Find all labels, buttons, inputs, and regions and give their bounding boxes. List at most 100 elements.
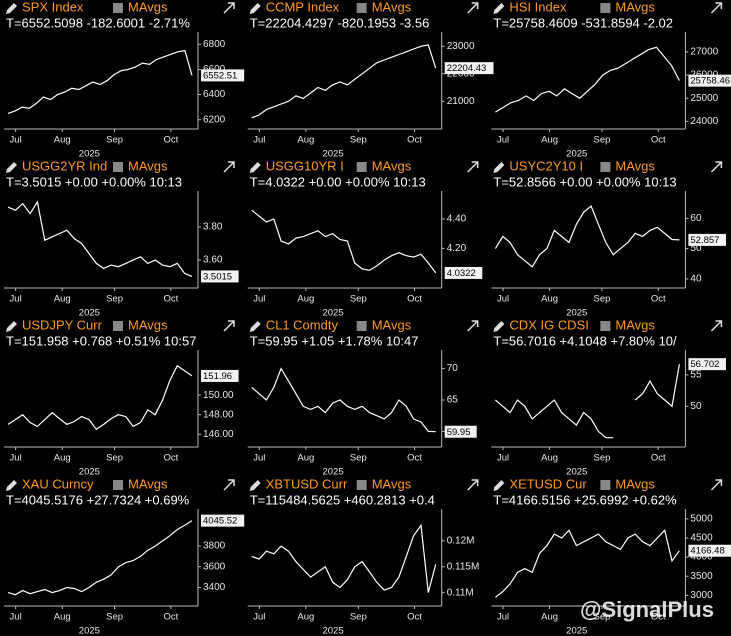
x-tick-label: Aug — [541, 453, 558, 464]
x-tick-label: Aug — [541, 294, 558, 305]
quote-line: T=4.0322 +0.00 +0.00% 10:13 — [250, 174, 426, 189]
x-tick-label: Jul — [497, 612, 509, 623]
legend-label: MAvgs — [615, 476, 655, 491]
x-tick-label: Jul — [253, 612, 265, 623]
legend-swatch — [600, 321, 611, 331]
x-year-label: 2025 — [79, 467, 100, 478]
last-value-label: 3.5015 — [203, 271, 232, 282]
y-tick-label: 6400 — [203, 89, 226, 100]
legend-label: MAvgs — [615, 0, 655, 14]
last-value-box — [688, 544, 731, 557]
legend-label: MAvgs — [128, 0, 168, 14]
y-tick-label: 0.12M — [447, 536, 475, 547]
x-tick-label: Sep — [594, 294, 611, 305]
price-line — [7, 200, 193, 277]
last-value-box — [688, 74, 731, 87]
last-value-label: 151.96 — [203, 371, 232, 382]
price-line — [251, 523, 437, 593]
x-tick-label: Oct — [163, 135, 178, 146]
y-tick-label: 6800 — [203, 39, 226, 50]
price-line — [251, 44, 437, 119]
expand-icon — [223, 320, 235, 332]
last-value-label: 52.857 — [690, 235, 719, 246]
x-tick-label: Aug — [297, 453, 314, 464]
y-tick-label: 24000 — [690, 116, 718, 127]
last-value-box — [688, 233, 726, 246]
x-tick-label: Sep — [350, 135, 367, 146]
x-tick-label: Oct — [651, 612, 666, 623]
x-year-label: 2025 — [79, 626, 100, 636]
edit-icon — [6, 321, 17, 332]
x-tick-label: Jul — [497, 135, 509, 146]
x-tick-label: Aug — [541, 135, 558, 146]
price-line — [251, 209, 437, 274]
x-tick-label: Jul — [10, 453, 22, 464]
x-tick-label: Oct — [651, 135, 666, 146]
legend-swatch — [113, 162, 123, 172]
y-tick-label: 4500 — [690, 533, 713, 544]
price-line — [494, 205, 680, 268]
x-tick-label: Aug — [297, 612, 314, 623]
quote-line: T=52.8566 +0.00 +0.00% 10:13 — [493, 174, 676, 189]
expand-icon — [467, 2, 479, 14]
last-value-box — [201, 514, 245, 527]
legend-label: MAvgs — [372, 158, 412, 173]
y-tick-label: 3.60 — [203, 255, 223, 266]
x-tick-label: Aug — [54, 453, 71, 464]
panel-title: USGG10YR I — [266, 158, 344, 173]
y-tick-label: 25000 — [690, 93, 718, 104]
y-tick-label: 0.115M — [447, 561, 480, 572]
panel-title: CCMP Index — [266, 0, 340, 14]
expand-icon — [223, 479, 235, 491]
y-tick-label: 65 — [447, 395, 459, 406]
x-year-label: 2025 — [566, 308, 587, 319]
panel-title: CDX IG CDSI — [509, 317, 588, 332]
expand-icon — [467, 479, 479, 491]
panel-title: XAU Curncy — [22, 476, 94, 491]
last-value-box — [444, 266, 483, 279]
panel-title: USDJPY Curr — [22, 317, 103, 332]
y-tick-label: 3000 — [690, 590, 713, 601]
price-line — [7, 520, 193, 596]
x-year-label: 2025 — [322, 308, 343, 319]
y-tick-label: 70 — [447, 363, 459, 374]
x-year-label: 2025 — [566, 149, 587, 160]
quote-line: T=3.5015 +0.00 +0.00% 10:13 — [6, 174, 182, 189]
x-tick-label: Aug — [541, 612, 558, 623]
x-tick-label: Oct — [407, 453, 422, 464]
legend-swatch — [600, 3, 611, 13]
y-tick-label: 3500 — [690, 571, 713, 582]
panel-title: XBTUSD Curr — [266, 476, 348, 491]
panel-title: HSI Index — [509, 0, 567, 14]
x-tick-label: Sep — [594, 453, 611, 464]
x-tick-label: Oct — [163, 453, 178, 464]
last-value-label: 4045.52 — [203, 516, 237, 527]
legend-label: MAvgs — [615, 158, 655, 173]
y-tick-label: 27000 — [690, 47, 718, 58]
x-tick-label: Aug — [297, 294, 314, 305]
y-tick-label: 148.00 — [203, 409, 234, 420]
legend-swatch — [356, 162, 367, 172]
quote-line: T=4166.5156 +25.6992 +0.62% — [493, 492, 677, 507]
legend-swatch — [113, 321, 123, 331]
y-tick-label: 0.11M — [447, 587, 474, 598]
last-value-box — [444, 62, 494, 75]
last-value-label: 6552.51 — [203, 70, 237, 81]
x-year-label: 2025 — [79, 149, 100, 160]
expand-icon — [710, 2, 723, 14]
x-tick-label: Jul — [497, 294, 509, 305]
x-year-label: 2025 — [322, 149, 343, 160]
x-tick-label: Oct — [163, 294, 178, 305]
y-tick-label: 6200 — [203, 114, 226, 125]
last-value-box — [201, 369, 239, 382]
x-tick-label: Oct — [407, 135, 422, 146]
y-tick-label: 60 — [690, 213, 702, 224]
x-tick-label: Jul — [10, 294, 22, 305]
y-tick-label: 50 — [690, 401, 702, 412]
last-value-box — [688, 358, 726, 371]
x-tick-label: Sep — [350, 612, 367, 623]
